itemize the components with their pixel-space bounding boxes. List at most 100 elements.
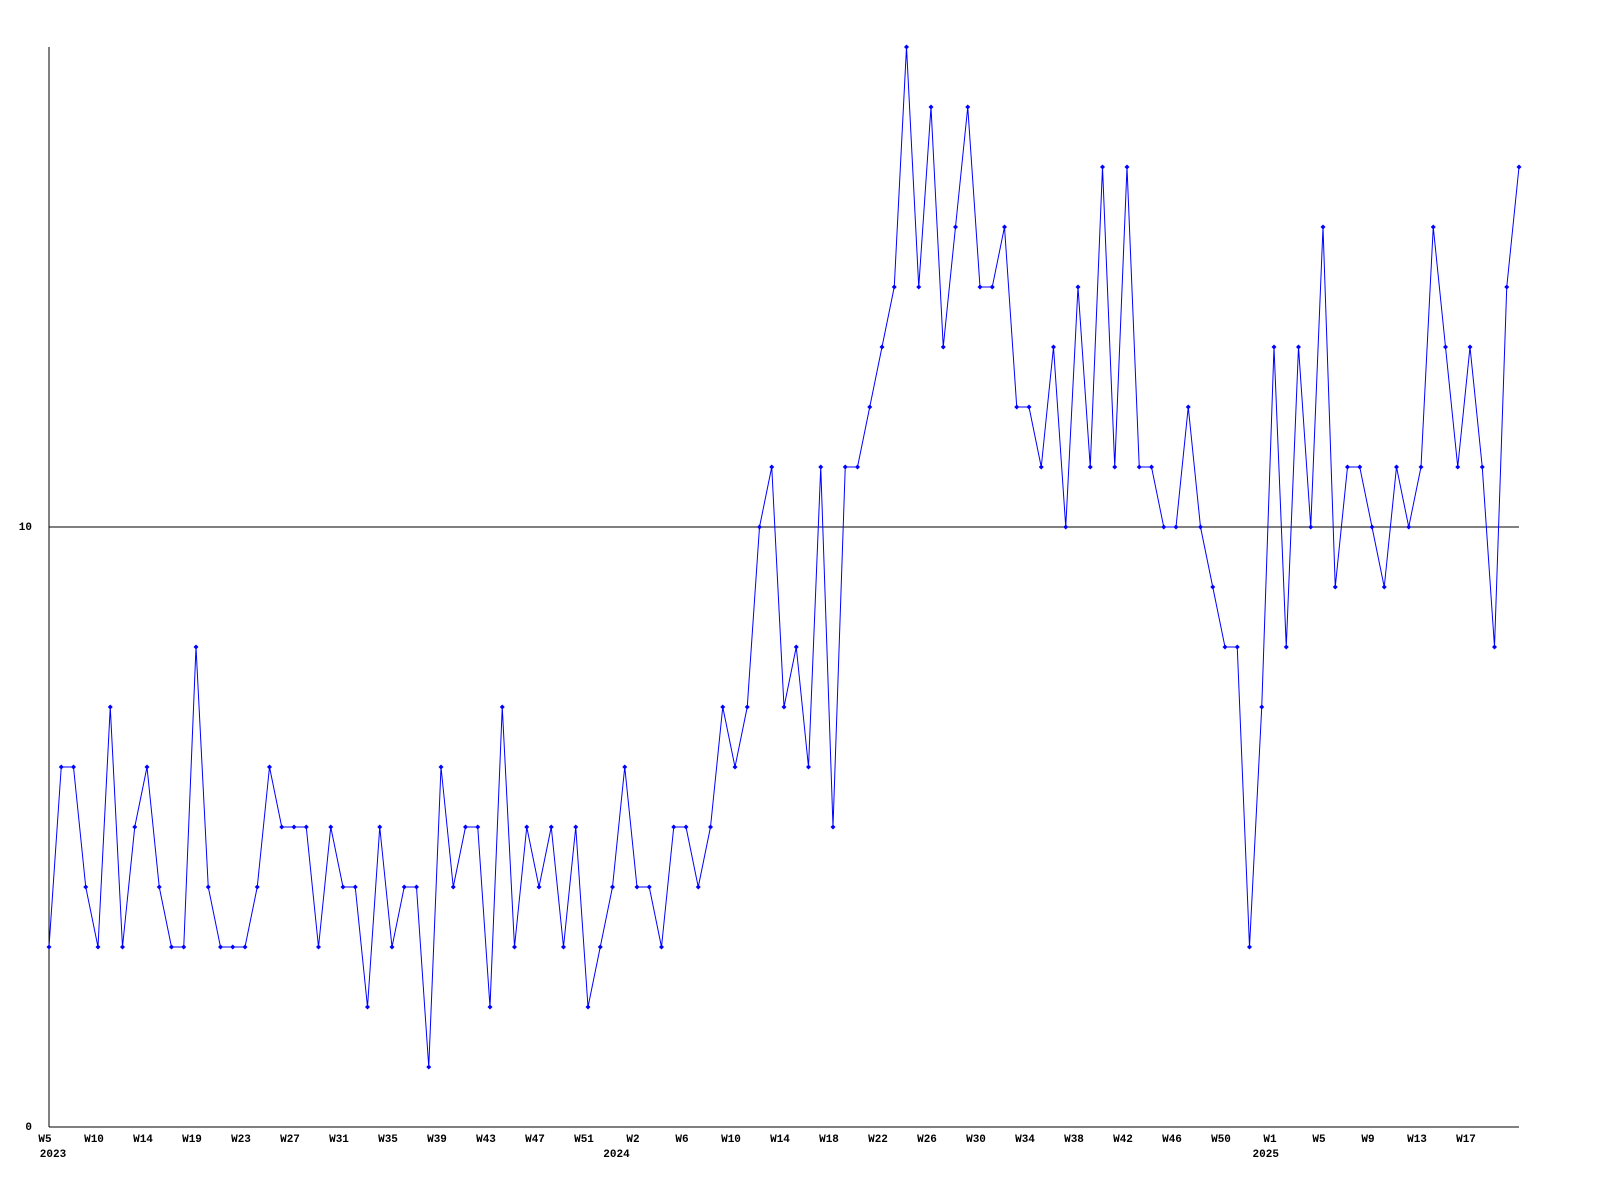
data-point (683, 824, 689, 830)
data-point (414, 884, 419, 890)
x-tick-label: W5 (38, 1134, 52, 1146)
x-tick-label: W14 (133, 1134, 153, 1146)
data-point (536, 884, 542, 890)
data-point (940, 344, 946, 350)
x-tick-label: W35 (378, 1134, 398, 1146)
data-point (1369, 524, 1375, 530)
data-point (218, 944, 223, 950)
data-point (1149, 464, 1154, 470)
x-tick-label: W43 (476, 1134, 496, 1146)
data-point (965, 104, 971, 110)
data-point (1394, 464, 1399, 470)
data-point (328, 824, 334, 830)
data-point (1038, 464, 1044, 470)
data-point (1467, 344, 1473, 350)
data-point (855, 464, 860, 470)
data-point (450, 884, 456, 890)
data-point (1406, 524, 1412, 530)
data-point (1161, 524, 1167, 530)
data-point (1051, 344, 1056, 350)
data-point (205, 884, 211, 890)
data-point (487, 1004, 493, 1010)
x-tick-label: W27 (280, 1134, 300, 1146)
data-point (769, 464, 775, 470)
data-point (95, 944, 101, 950)
data-point (401, 884, 407, 890)
data-point (1283, 644, 1289, 650)
x-tick-label: W47 (525, 1134, 545, 1146)
data-point (1357, 464, 1363, 470)
data-point (1234, 644, 1240, 650)
data-point (989, 284, 995, 290)
data-point (1198, 524, 1203, 530)
data-point (1430, 224, 1436, 230)
data-point (561, 944, 566, 950)
data-point (1332, 584, 1338, 590)
data-point (267, 764, 272, 770)
y-tick-label: 0 (25, 1122, 32, 1134)
data-point (1516, 164, 1522, 170)
data-point (695, 884, 701, 890)
x-tick-label: W1 (1263, 1134, 1277, 1146)
data-point (548, 824, 554, 830)
data-point (585, 1004, 591, 1010)
x-group-label: 2025 (1253, 1149, 1280, 1161)
data-point (659, 944, 664, 950)
data-point (806, 764, 811, 770)
x-tick-label: W13 (1407, 1134, 1427, 1146)
x-group-label: 2023 (40, 1149, 67, 1161)
data-point (953, 224, 958, 230)
x-group-label: 2024 (603, 1149, 630, 1161)
data-point (156, 884, 162, 890)
data-point (1418, 464, 1424, 470)
data-point (1455, 464, 1461, 470)
data-point (708, 824, 713, 830)
data-point (1381, 584, 1387, 590)
data-point (389, 944, 395, 950)
x-tick-label: W51 (574, 1134, 594, 1146)
data-point (279, 824, 285, 830)
data-point (377, 824, 383, 830)
x-tick-label: W38 (1064, 1134, 1084, 1146)
x-tick-label: W30 (966, 1134, 986, 1146)
data-point (732, 764, 738, 770)
data-point (120, 944, 125, 950)
data-point (340, 884, 346, 890)
x-tick-label: W42 (1113, 1134, 1133, 1146)
data-point (1345, 464, 1350, 470)
data-point (181, 944, 187, 950)
x-tick-label: W9 (1361, 1134, 1374, 1146)
x-tick-label: W6 (675, 1134, 688, 1146)
data-point (1259, 704, 1265, 710)
data-point (230, 944, 236, 950)
x-tick-label: W18 (819, 1134, 839, 1146)
data-point (132, 824, 138, 830)
x-tick-label: W22 (868, 1134, 888, 1146)
data-point (671, 824, 677, 830)
data-point (597, 944, 603, 950)
data-point (1504, 284, 1510, 290)
data-point (793, 644, 799, 650)
data-point (1014, 404, 1020, 410)
data-point (242, 944, 248, 950)
data-point (365, 1004, 370, 1010)
data-point (720, 704, 726, 710)
data-point (438, 764, 444, 770)
x-tick-label: W34 (1015, 1134, 1035, 1146)
data-point (1136, 464, 1142, 470)
data-point (1075, 284, 1081, 290)
data-point (1173, 524, 1179, 530)
data-point (1271, 344, 1277, 350)
x-tick-label: W31 (329, 1134, 349, 1146)
data-point (573, 824, 579, 830)
data-point (254, 884, 260, 890)
data-point (634, 884, 640, 890)
data-point (879, 344, 885, 350)
data-point (1124, 164, 1130, 170)
x-tick-label: W19 (182, 1134, 202, 1146)
data-point (1479, 464, 1485, 470)
data-point (1112, 464, 1118, 470)
data-point (1185, 404, 1191, 410)
data-point (830, 824, 836, 830)
x-tick-label: W10 (84, 1134, 104, 1146)
